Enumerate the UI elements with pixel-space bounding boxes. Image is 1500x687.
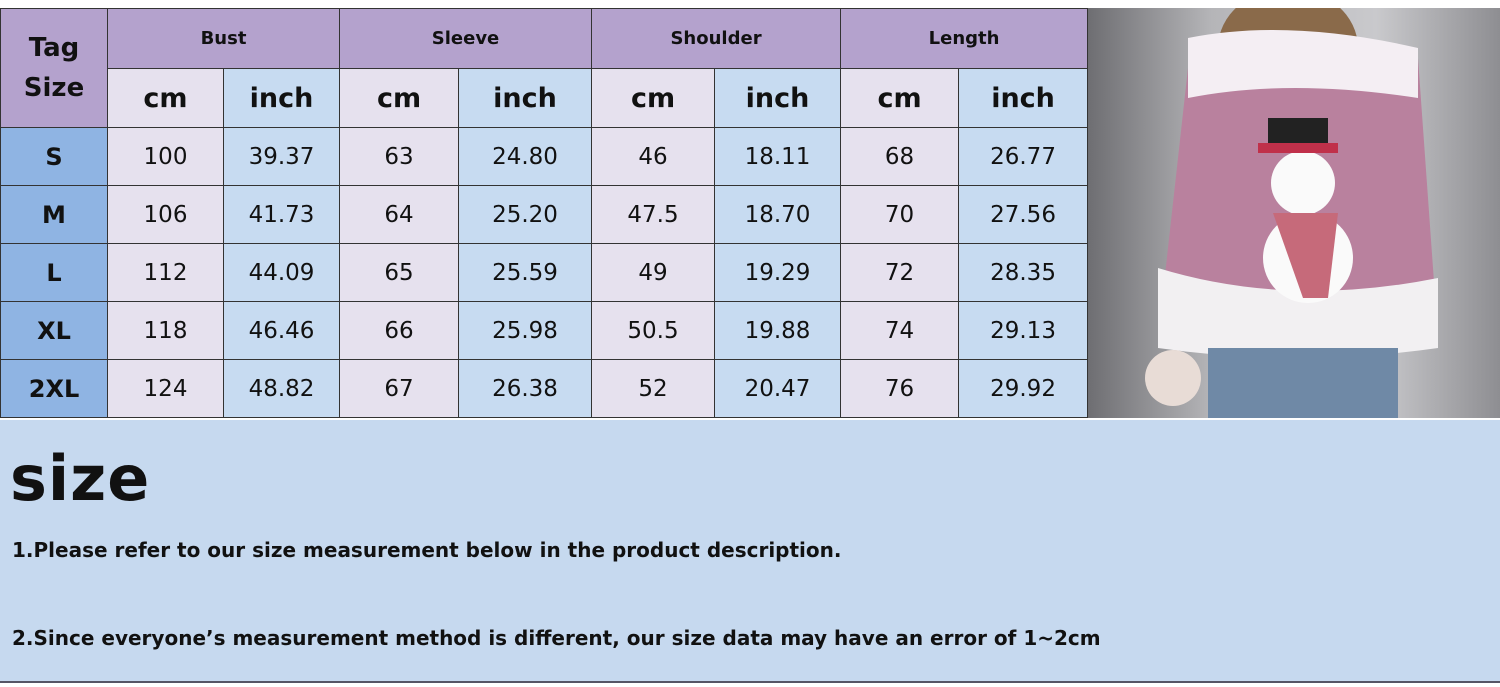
measurement-cell: 112 (107, 243, 224, 302)
measurement-cell: 48.82 (222, 359, 341, 418)
model-photo (1088, 8, 1500, 418)
measurement-cell: 50.5 (591, 301, 716, 360)
size-label: S (0, 127, 108, 186)
unit-header-inch: inch (714, 68, 842, 128)
size-label: L (0, 243, 108, 302)
measurement-cell: 25.20 (458, 185, 593, 244)
measurement-cell: 100 (107, 127, 224, 186)
size-notes-panel: size 1.Please refer to our size measurem… (0, 420, 1500, 683)
unit-header-inch: inch (958, 68, 1089, 128)
measurement-cell: 47.5 (591, 185, 716, 244)
table-row: S 100 39.37 63 24.80 46 18.11 68 26.77 (0, 127, 1089, 186)
table-row: M 106 41.73 64 25.20 47.5 18.70 70 27.56 (0, 185, 1089, 244)
notes-title: size (10, 442, 151, 515)
unit-header-cm: cm (840, 68, 960, 128)
measurement-cell: 28.35 (958, 243, 1089, 302)
measurement-cell: 46.46 (222, 301, 341, 360)
measurement-cell: 70 (840, 185, 960, 244)
table-row: L 112 44.09 65 25.59 49 19.29 72 28.35 (0, 243, 1089, 302)
measurement-cell: 63 (339, 127, 460, 186)
measurement-cell: 26.38 (458, 359, 593, 418)
unit-header-cm: cm (339, 68, 460, 128)
measurement-cell: 27.56 (958, 185, 1089, 244)
size-chart-table: Tag Size Bust Sleeve Shoulder Length cm i… (0, 8, 1089, 418)
measurement-cell: 29.92 (958, 359, 1089, 418)
measurement-cell: 19.29 (714, 243, 842, 302)
measurement-cell: 18.70 (714, 185, 842, 244)
group-header-bust: Bust (106, 8, 341, 69)
measurement-cell: 52 (591, 359, 716, 418)
size-label: 2XL (0, 359, 108, 418)
group-header-length: Length (840, 8, 1089, 69)
measurement-cell: 25.59 (458, 243, 593, 302)
table-row: 2XL 124 48.82 67 26.38 52 20.47 76 29.92 (0, 359, 1089, 418)
table-row: XL 118 46.46 66 25.98 50.5 19.88 74 29.13 (0, 301, 1089, 360)
unit-header-inch: inch (458, 68, 593, 128)
measurement-cell: 118 (107, 301, 224, 360)
measurement-cell: 29.13 (958, 301, 1089, 360)
measurement-cell: 46 (591, 127, 716, 186)
measurement-cell: 106 (107, 185, 224, 244)
unit-header-inch: inch (222, 68, 341, 128)
measurement-cell: 68 (840, 127, 960, 186)
measurement-cell: 18.11 (714, 127, 842, 186)
measurement-cell: 44.09 (222, 243, 341, 302)
measurement-cell: 26.77 (958, 127, 1089, 186)
group-header-shoulder: Shoulder (591, 8, 842, 69)
size-label: M (0, 185, 108, 244)
measurement-cell: 49 (591, 243, 716, 302)
measurement-cell: 124 (107, 359, 224, 418)
group-header-sleeve: Sleeve (339, 8, 593, 69)
measurement-cell: 64 (339, 185, 460, 244)
note-1: 1.Please refer to our size measurement b… (12, 538, 842, 562)
measurement-cell: 72 (840, 243, 960, 302)
measurement-cell: 25.98 (458, 301, 593, 360)
measurement-cell: 67 (339, 359, 460, 418)
note-2: 2.Since everyone’s measurement method is… (12, 626, 1101, 650)
tag-size-header: Tag Size (0, 8, 108, 128)
model-snowman-sweatshirt-photo (1145, 8, 1438, 418)
measurement-cell: 20.47 (714, 359, 842, 418)
measurement-cell: 41.73 (222, 185, 341, 244)
measurement-cell: 24.80 (458, 127, 593, 186)
unit-header-cm: cm (107, 68, 224, 128)
size-label: XL (0, 301, 108, 360)
measurement-cell: 19.88 (714, 301, 842, 360)
unit-header-cm: cm (591, 68, 716, 128)
measurement-cell: 39.37 (222, 127, 341, 186)
measurement-cell: 65 (339, 243, 460, 302)
measurement-cell: 74 (840, 301, 960, 360)
measurement-cell: 76 (840, 359, 960, 418)
measurement-cell: 66 (339, 301, 460, 360)
